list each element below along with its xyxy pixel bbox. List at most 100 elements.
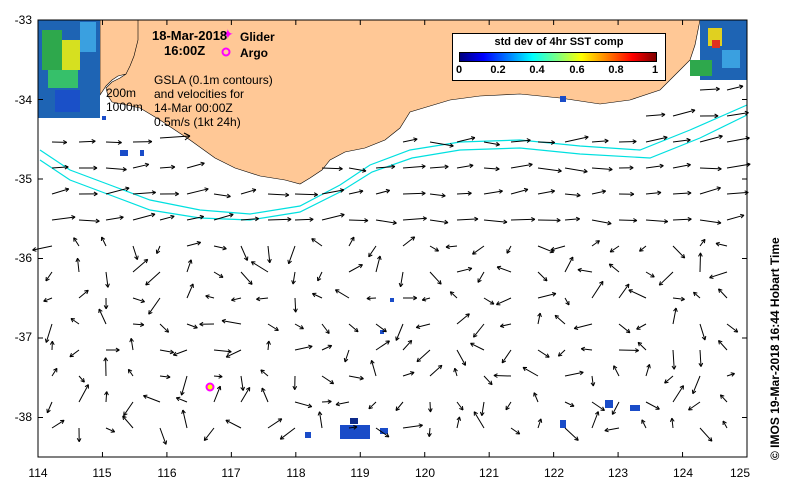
velocity-arrow-head: [658, 281, 664, 286]
velocity-arrow-shaft: [375, 219, 397, 224]
velocity-arrow-shaft: [221, 320, 242, 325]
velocity-arrow-shaft: [317, 271, 323, 282]
velocity-arrow-head: [473, 333, 478, 338]
velocity-arrow-head: [746, 162, 751, 167]
velocity-arrow-head: [353, 425, 358, 430]
velocity-arrow-shaft: [240, 387, 251, 403]
velocity-arrow-head: [127, 368, 133, 374]
velocity-arrow-head: [43, 297, 48, 303]
velocity-arrow-head: [449, 291, 455, 296]
velocity-arrow-head: [719, 394, 725, 399]
velocity-arrow-head: [104, 391, 109, 396]
velocity-arrow-head: [686, 162, 691, 168]
velocity-arrow-head: [444, 219, 449, 225]
velocity-arrow-shaft: [672, 192, 692, 195]
velocity-arrow-shaft: [402, 340, 413, 351]
velocity-arrow-shaft: [294, 193, 318, 196]
velocity-arrow-shaft: [51, 368, 58, 377]
glider-label: Glider: [240, 30, 275, 44]
velocity-arrow-head: [474, 216, 479, 222]
velocity-arrow-head: [261, 387, 266, 393]
velocity-arrow-head: [709, 274, 714, 279]
velocity-arrow-shaft: [715, 242, 728, 247]
velocity-arrow-head: [70, 318, 76, 323]
velocity-arrow-head: [554, 314, 560, 320]
velocity-arrow-shaft: [402, 424, 423, 429]
velocity-arrow-shaft: [699, 135, 723, 143]
velocity-arrow-head: [634, 348, 639, 353]
gsla-line-3: 14-Mar 00:00Z: [154, 101, 233, 115]
velocity-arrow-shaft: [608, 263, 620, 273]
velocity-arrow-shaft: [699, 427, 713, 442]
velocity-arrow-shaft: [692, 375, 701, 394]
velocity-arrow-head: [225, 419, 230, 424]
velocity-arrow-head: [416, 357, 422, 363]
velocity-arrow-head: [715, 86, 720, 92]
x-tick-label: 121: [478, 466, 500, 480]
velocity-arrow-shaft: [718, 340, 728, 351]
y-tick-label: -36: [14, 251, 32, 265]
velocity-arrow-head: [556, 217, 561, 223]
velocity-arrow-shaft: [591, 411, 599, 429]
velocity-arrow-head: [714, 113, 719, 119]
velocity-arrow-head: [317, 276, 322, 282]
velocity-arrow-shaft: [335, 289, 350, 299]
velocity-arrow-head: [515, 430, 521, 435]
velocity-arrow-shaft: [348, 323, 359, 333]
velocity-arrow-shaft: [176, 397, 188, 403]
velocity-arrow-head: [633, 218, 638, 223]
velocity-arrow-shaft: [321, 401, 332, 403]
velocity-arrow-shaft: [213, 375, 223, 378]
velocity-arrow-head: [739, 213, 745, 219]
velocity-arrow-head: [125, 186, 130, 192]
velocity-arrow-head: [100, 236, 106, 242]
velocity-arrow-shaft: [348, 264, 363, 273]
velocity-arrow-head: [196, 241, 202, 246]
velocity-arrow-head: [716, 186, 721, 191]
velocity-arrow-head: [175, 396, 181, 402]
velocity-arrow-head: [421, 296, 427, 302]
velocity-arrow-shaft: [402, 217, 427, 221]
velocity-arrow-head: [46, 408, 51, 414]
velocity-arrow-shaft: [416, 349, 431, 363]
velocity-arrow-shaft: [321, 375, 334, 385]
velocity-arrow-head: [203, 436, 209, 442]
velocity-arrow-head: [335, 401, 340, 407]
velocity-arrow-head: [467, 266, 473, 272]
velocity-arrow-shaft: [294, 401, 312, 408]
velocity-arrow-head: [680, 296, 685, 302]
velocity-arrow-shaft: [483, 190, 503, 195]
velocity-arrow-head: [628, 289, 633, 294]
velocity-arrow-shaft: [159, 166, 175, 169]
velocity-arrow-shaft: [688, 401, 701, 411]
x-tick-label: 125: [729, 466, 751, 480]
velocity-arrow-head: [204, 187, 209, 192]
velocity-arrow-head: [413, 137, 418, 142]
velocity-arrow-shaft: [537, 167, 562, 172]
velocity-arrow-head: [691, 389, 697, 395]
velocity-arrow-shaft: [591, 401, 605, 411]
velocity-arrow-shaft: [456, 164, 474, 169]
velocity-arrow-shaft: [186, 323, 198, 329]
velocity-arrow-shaft: [402, 165, 426, 169]
velocity-arrow-shaft: [496, 297, 512, 306]
velocity-arrow-shaft: [429, 364, 443, 377]
velocity-arrow-shaft: [213, 386, 221, 403]
velocity-arrow-head: [311, 238, 316, 243]
colorbar-tick: 0.2: [490, 64, 506, 76]
velocity-arrow-head: [170, 214, 175, 220]
velocity-arrow-shaft: [591, 140, 609, 143]
velocity-arrow-head: [123, 411, 128, 417]
velocity-arrow-head: [688, 406, 693, 411]
velocity-arrow-head: [459, 406, 464, 411]
velocity-arrow-shaft: [312, 293, 323, 299]
velocity-arrow-shaft: [510, 427, 520, 435]
velocity-arrow-head: [590, 382, 596, 387]
velocity-arrow-shaft: [321, 214, 345, 221]
velocity-arrow-head: [453, 367, 458, 373]
velocity-arrow-head: [608, 263, 614, 268]
velocity-arrow-shaft: [456, 218, 479, 221]
velocity-arrow-shaft: [672, 245, 686, 259]
credit-label: © IMOS 19-Mar-2018 16:44 Hobart Time: [768, 237, 782, 460]
